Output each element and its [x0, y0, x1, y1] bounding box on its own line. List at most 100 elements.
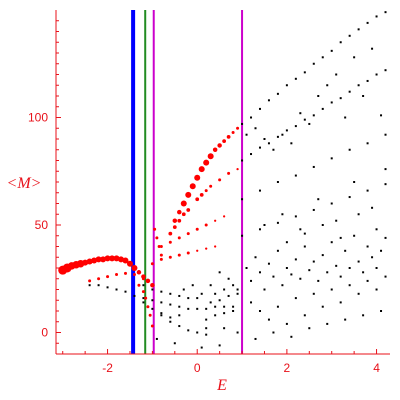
data-point	[160, 301, 163, 304]
data-point	[335, 219, 338, 222]
data-point	[177, 218, 182, 223]
data-point	[362, 314, 365, 317]
data-point	[159, 253, 163, 257]
data-point	[205, 318, 208, 321]
x-tick-label: -2	[102, 361, 113, 375]
data-point	[312, 292, 315, 295]
data-point	[281, 284, 284, 287]
data-point	[196, 307, 199, 310]
data-point	[384, 69, 387, 72]
x-tick-label: 4	[373, 361, 380, 375]
data-point	[178, 314, 181, 317]
highlight-points	[58, 126, 240, 328]
data-point	[172, 225, 177, 230]
data-point	[104, 255, 111, 262]
data-point	[348, 90, 351, 93]
data-point	[303, 118, 306, 121]
background-points	[88, 11, 387, 349]
data-point	[321, 224, 324, 226]
data-point	[223, 288, 226, 291]
data-point	[339, 236, 342, 239]
data-point	[204, 223, 208, 227]
data-point	[285, 84, 288, 87]
data-point	[187, 307, 190, 310]
data-point	[200, 346, 203, 349]
data-point	[186, 251, 190, 255]
data-point	[177, 253, 181, 257]
data-point	[177, 209, 182, 215]
data-point	[132, 272, 136, 276]
data-point	[294, 297, 297, 300]
data-point	[344, 318, 347, 321]
data-point	[330, 157, 333, 160]
data-point	[231, 131, 235, 135]
data-point	[384, 275, 387, 278]
data-point	[250, 116, 253, 119]
data-point	[326, 322, 329, 325]
data-point	[276, 135, 279, 138]
data-point	[250, 153, 253, 156]
data-point	[209, 184, 213, 188]
data-point	[217, 143, 222, 148]
data-point	[160, 312, 163, 315]
data-point	[281, 133, 284, 136]
data-point	[227, 294, 230, 297]
y-tick-label: 100	[28, 111, 48, 125]
data-point	[178, 305, 181, 308]
data-point	[258, 107, 261, 110]
data-point	[205, 333, 208, 336]
data-point	[214, 305, 217, 308]
data-point	[169, 320, 172, 323]
data-point	[267, 262, 270, 265]
data-point	[209, 301, 212, 304]
data-point	[187, 297, 190, 300]
data-point	[169, 316, 172, 319]
data-point	[312, 114, 315, 117]
data-point	[294, 77, 297, 80]
data-point	[159, 245, 163, 248]
data-point	[285, 322, 288, 325]
y-tick-label: 0	[41, 326, 48, 340]
data-point	[141, 274, 146, 279]
x-tick-label: 0	[194, 361, 201, 375]
data-point	[258, 271, 261, 274]
data-point	[153, 227, 157, 231]
data-point	[380, 249, 383, 252]
data-point	[186, 208, 191, 212]
data-point	[276, 221, 279, 224]
data-point	[276, 92, 279, 95]
data-point	[330, 288, 333, 291]
data-point	[267, 318, 270, 321]
data-point	[236, 167, 239, 171]
data-point	[348, 267, 351, 269]
data-point	[330, 49, 333, 52]
data-point	[150, 283, 154, 287]
data-point	[159, 257, 163, 261]
data-point	[362, 95, 365, 97]
data-point	[344, 116, 347, 119]
data-point	[371, 256, 374, 259]
data-point	[205, 247, 208, 250]
data-point	[232, 310, 235, 312]
data-point	[88, 279, 92, 283]
data-point	[207, 153, 214, 160]
data-point	[196, 249, 199, 252]
data-point	[232, 284, 235, 287]
data-point	[330, 202, 333, 205]
x-ticks: -2 0 2 4	[62, 349, 380, 375]
data-point	[357, 84, 360, 87]
data-point	[339, 97, 342, 100]
y-ticks: 0 50 100	[28, 20, 61, 344]
data-point	[97, 277, 101, 281]
data-point	[299, 228, 302, 231]
data-point	[142, 301, 145, 304]
data-point	[100, 256, 107, 263]
data-point	[272, 275, 275, 278]
data-point	[218, 271, 221, 274]
data-point	[214, 219, 217, 222]
data-point	[218, 299, 221, 302]
data-point	[148, 313, 152, 317]
data-point	[290, 142, 293, 145]
data-point	[335, 264, 338, 267]
